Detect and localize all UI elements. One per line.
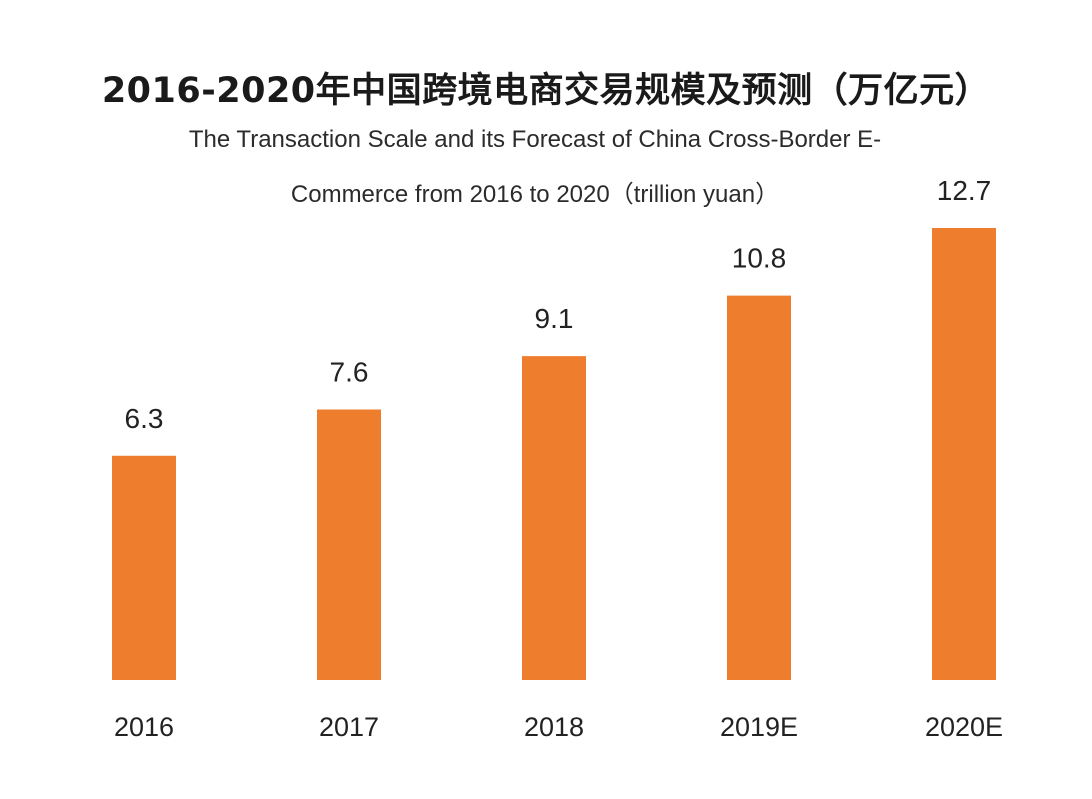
chart-subtitle-line-2: Commerce from 2016 to 2020（trillion yuan…: [290, 181, 780, 208]
chart-subtitle-line-1: The Transaction Scale and its Forecast o…: [188, 126, 882, 153]
bar-2017: [317, 409, 381, 680]
chart-title: 2016-2020年中国跨境电商交易规模及预测（万亿元）: [101, 71, 991, 111]
x-tick-label-2018: 2018: [524, 712, 584, 742]
x-tick-label-2019E: 2019E: [720, 712, 798, 742]
x-tick-label-2020E: 2020E: [925, 712, 1003, 742]
bar-2019E: [727, 295, 791, 680]
bar-2020E: [932, 228, 996, 680]
data-label-2017: 7.6: [330, 357, 369, 388]
data-label-2018: 9.1: [535, 303, 574, 334]
bar-2018: [522, 356, 586, 680]
data-label-2019E: 10.8: [732, 243, 787, 274]
bar-2016: [112, 455, 176, 680]
data-label-2020E: 12.7: [937, 175, 992, 206]
x-tick-label-2017: 2017: [319, 712, 379, 742]
data-label-2016: 6.3: [125, 403, 164, 434]
x-tick-label-2016: 2016: [114, 712, 174, 742]
